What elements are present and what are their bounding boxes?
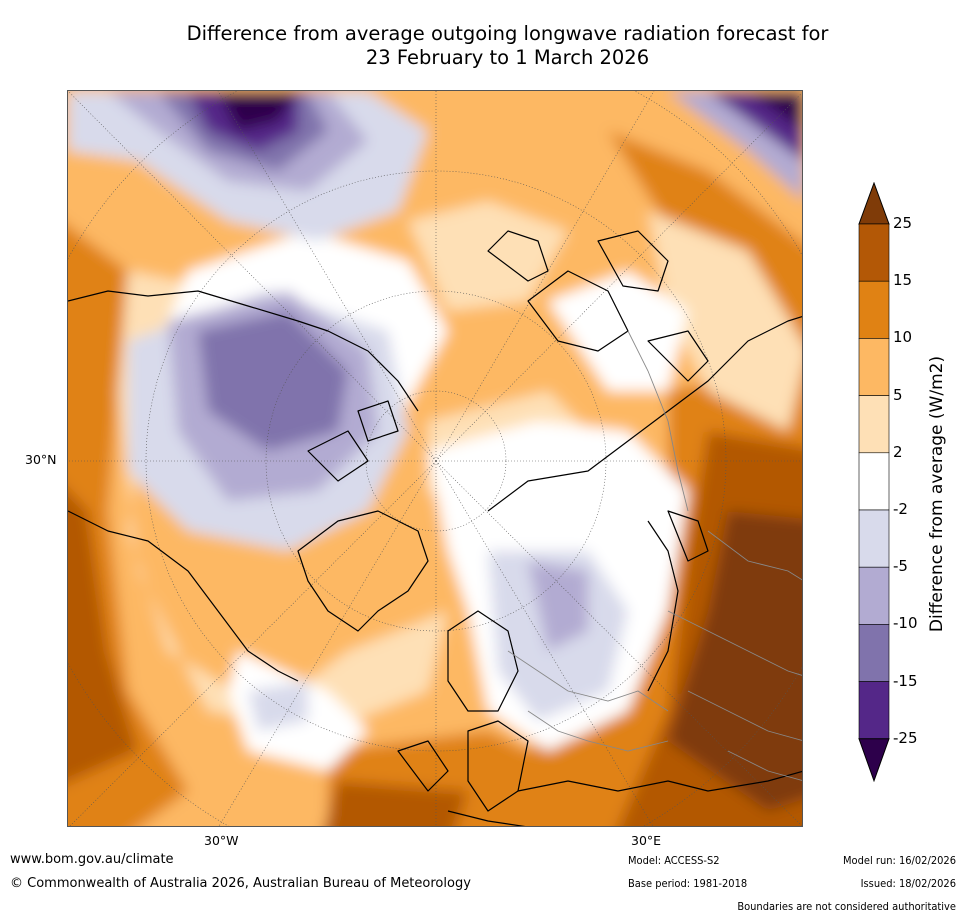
issued-text: Issued: 18/02/2026: [860, 877, 956, 890]
colorbar-scale: [858, 181, 890, 783]
colorbar-swatch: [858, 509, 890, 568]
lon-label-30w: 30°W: [204, 833, 239, 848]
disclaimer-text: Boundaries are not considered authoritat…: [737, 900, 956, 913]
colorbar-swatch: [858, 338, 890, 396]
colorbar-tick-label: 25: [893, 214, 913, 232]
colorbar-tick-label: -10: [893, 614, 918, 633]
colorbar-label: Difference from average (W/m2): [927, 355, 947, 633]
colorbar-tick-label: -2: [893, 500, 908, 518]
colorbar-tick-label: -25: [893, 728, 918, 747]
model-run-text: Model run: 16/02/2026: [843, 854, 956, 867]
lat-label-30n: 30°N: [25, 452, 57, 467]
graticule: [68, 91, 802, 826]
colorbar-swatch: [858, 681, 890, 740]
model-text: Model: ACCESS-S2: [628, 854, 720, 867]
colorbar-extend-bottom: [858, 738, 890, 783]
colorbar-swatch: [858, 223, 890, 282]
colorbar-tick-label: 2: [893, 442, 903, 461]
title-line-2: 23 February to 1 March 2026: [365, 46, 650, 69]
lon-label-30e: 30°E: [631, 833, 662, 848]
colorbar-extend-top: [858, 181, 890, 225]
colorbar: [857, 181, 891, 786]
colorbar-swatch: [858, 624, 890, 682]
colorbar-tick-label: 5: [893, 385, 903, 404]
anomaly-field: [68, 91, 802, 826]
colorbar-tick-label: 15: [893, 271, 913, 290]
colorbar-tick-label: -5: [893, 557, 908, 576]
borders: [507, 330, 802, 781]
polar-map: [67, 90, 803, 827]
title-line-1: Difference from average outgoing longwav…: [186, 22, 829, 45]
base-period-text: Base period: 1981-2018: [628, 877, 748, 890]
colorbar-tick-label: 10: [893, 328, 913, 347]
colorbar-swatch: [858, 452, 890, 511]
colorbar-swatch: [858, 566, 890, 625]
colorbar-swatch: [858, 280, 890, 339]
coastlines: [68, 230, 802, 826]
chart-title: Difference from average outgoing longwav…: [0, 22, 965, 70]
colorbar-tick-label: -15: [893, 671, 918, 690]
copyright-text: © Commonwealth of Australia 2026, Austra…: [10, 876, 471, 891]
website-link[interactable]: www.bom.gov.au/climate: [10, 852, 174, 867]
colorbar-swatch: [858, 395, 890, 454]
